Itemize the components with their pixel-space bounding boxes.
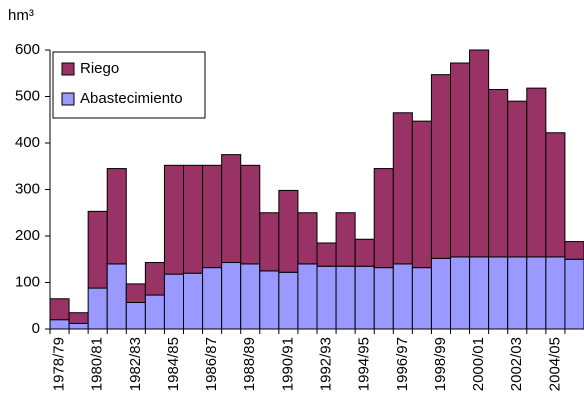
legend-label: Riego — [80, 60, 119, 77]
y-tick-label: 400 — [15, 134, 40, 151]
bar-segment — [411, 120, 432, 269]
x-tick-label: 1998/99 — [432, 337, 449, 391]
y-tick-label: 500 — [15, 87, 40, 104]
y-axis-label: hm³ — [8, 7, 34, 24]
x-tick-label: 2004/05 — [546, 337, 563, 391]
bar-segment — [526, 87, 547, 258]
x-tick-label: 1984/85 — [165, 337, 182, 391]
bar-segment — [507, 100, 528, 258]
bar-segment — [392, 112, 413, 265]
bar-segment — [507, 256, 528, 330]
bar-segment — [125, 301, 146, 330]
bar-segment — [469, 256, 490, 330]
bar-segment — [278, 271, 299, 330]
bar-segment — [106, 263, 127, 330]
bar-segment — [392, 263, 413, 330]
bar-segment — [163, 164, 185, 275]
x-tick-label: 2000/01 — [470, 337, 487, 391]
bar-segment — [450, 62, 471, 258]
x-tick-label: 1990/91 — [279, 337, 296, 391]
x-tick-label: 1994/95 — [356, 337, 373, 391]
bar-segment — [316, 265, 337, 330]
bar-segment — [564, 258, 584, 330]
bar-segment — [106, 168, 127, 265]
y-tick-label: 100 — [15, 273, 40, 290]
bar-segment — [202, 267, 223, 330]
x-tick-label: 1982/83 — [127, 337, 144, 391]
bar-segment — [545, 256, 566, 330]
x-tick-label: 1986/87 — [203, 337, 220, 391]
bar-segment — [49, 298, 70, 321]
bar-segment — [411, 267, 432, 330]
bar-segment — [335, 212, 356, 267]
bar-segment — [488, 256, 509, 330]
bar-segment — [488, 89, 509, 258]
x-tick-label: 1996/97 — [394, 337, 411, 391]
bar-segment — [526, 256, 547, 330]
x-tick-label: 1980/81 — [89, 337, 106, 391]
x-tick-label: 2002/03 — [508, 337, 525, 391]
bar-segment — [68, 322, 89, 330]
bar-segment — [469, 49, 490, 258]
bar-segment — [430, 257, 451, 330]
bar-segment — [297, 263, 318, 330]
x-tick-label: 1978/79 — [51, 337, 68, 391]
bar-segment — [278, 189, 299, 273]
bar-segment — [240, 263, 261, 330]
x-tick-label: 1988/89 — [241, 337, 258, 391]
bar-segment — [354, 265, 375, 330]
legend-box — [52, 51, 206, 119]
bar-segment — [87, 210, 108, 289]
bar-segment — [163, 273, 185, 330]
bar-segment — [240, 164, 261, 265]
bar-segment — [144, 294, 165, 330]
bar-segment — [430, 74, 451, 259]
bar-segment — [354, 238, 375, 267]
y-tick-label: 0 — [32, 320, 40, 337]
y-tick-label: 600 — [15, 41, 40, 58]
bar-segment — [202, 164, 223, 269]
bar-segment — [49, 319, 70, 330]
bar-segment — [144, 262, 165, 296]
bar-segment — [68, 312, 89, 324]
bar-segment — [564, 241, 584, 260]
bar-segment — [87, 287, 108, 330]
bar-segment — [316, 242, 337, 267]
legend-label: Abastecimiento — [80, 90, 183, 107]
bar-segment — [297, 212, 318, 265]
bar-segment — [183, 272, 204, 330]
bar-segment — [373, 267, 394, 330]
legend-swatch — [61, 62, 75, 76]
bar-segment — [221, 262, 242, 330]
bar-segment — [373, 168, 394, 269]
x-tick-label: 1992/93 — [318, 337, 335, 391]
bar-segment — [335, 265, 356, 330]
bar-segment — [259, 212, 280, 272]
y-tick-label: 200 — [15, 227, 40, 244]
bar-segment — [125, 283, 146, 303]
y-tick-label: 300 — [15, 180, 40, 197]
bar-segment — [450, 256, 471, 330]
bar-segment — [183, 164, 204, 274]
bar-segment — [545, 132, 566, 258]
bar-segment — [259, 270, 280, 330]
legend-swatch — [61, 92, 75, 106]
bar-segment — [221, 154, 242, 264]
